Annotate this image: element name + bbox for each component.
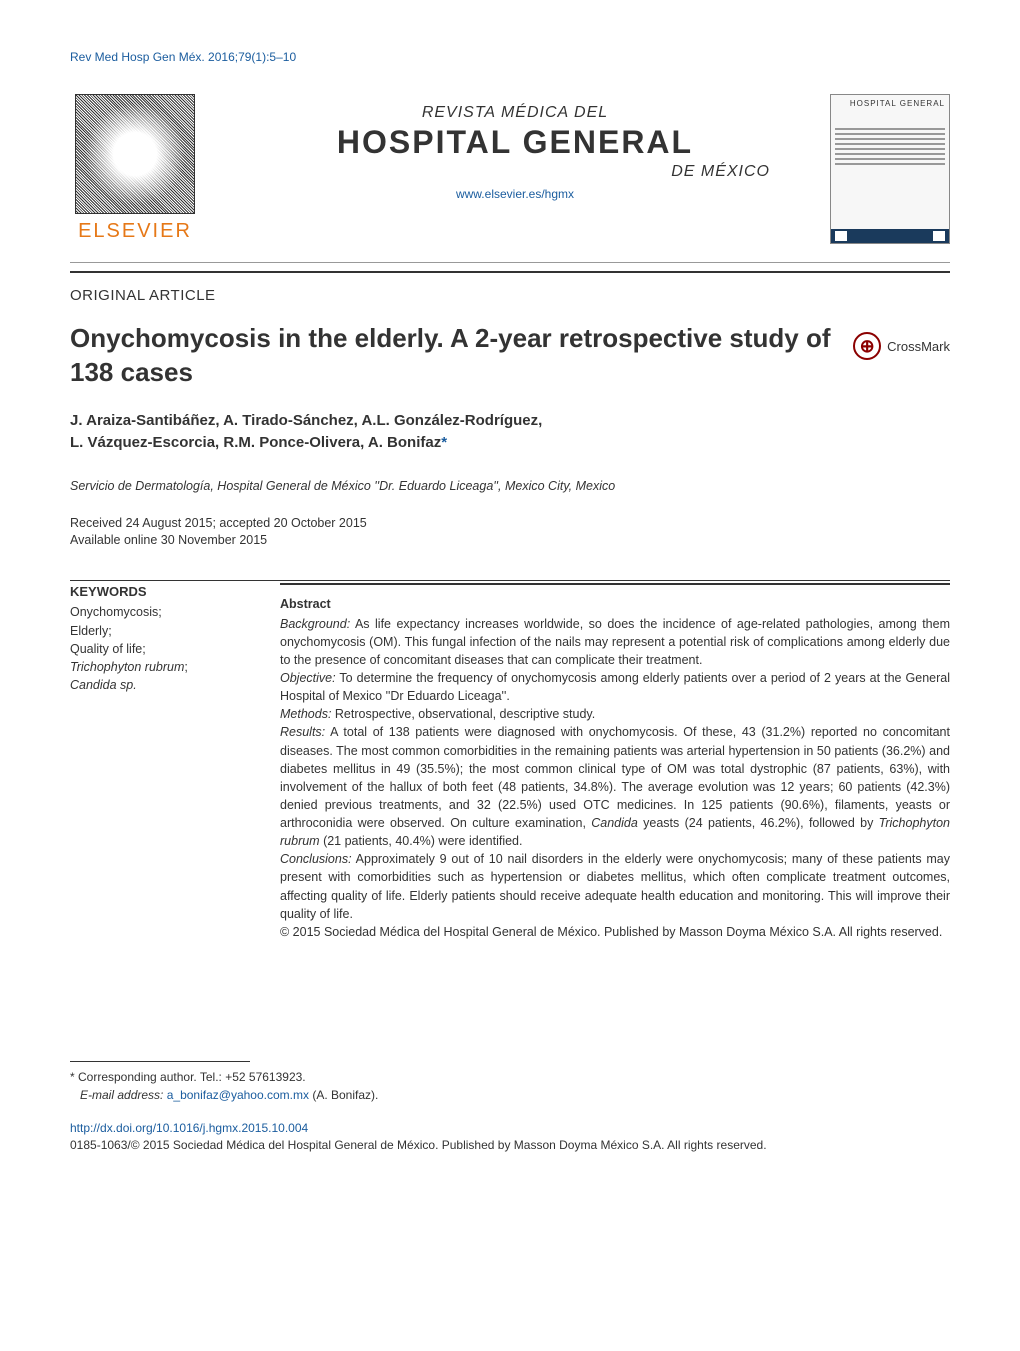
citation-header: Rev Med Hosp Gen Méx. 2016;79(1):5–10 <box>70 50 950 64</box>
authors: J. Araiza-Santibáñez, A. Tirado-Sánchez,… <box>70 410 950 455</box>
received-date: Received 24 August 2015; accepted 20 Oct… <box>70 515 950 533</box>
article-dates: Received 24 August 2015; accepted 20 Oct… <box>70 515 950 550</box>
elsevier-tree-icon <box>75 94 195 214</box>
crossmark-badge[interactable]: ⊕ CrossMark <box>853 322 950 360</box>
title-row: Onychomycosis in the elderly. A 2-year r… <box>70 322 950 390</box>
doi-block: http://dx.doi.org/10.1016/j.hgmx.2015.10… <box>70 1120 950 1154</box>
abstract-background: Background: As life expectancy increases… <box>280 615 950 669</box>
abstract-column: Abstract Background: As life expectancy … <box>280 583 950 941</box>
abstract-objective: Objective: To determine the frequency of… <box>280 669 950 705</box>
authors-line1: J. Araiza-Santibáñez, A. Tirado-Sánchez,… <box>70 412 542 429</box>
corresponding-asterisk: * <box>441 434 447 451</box>
journal-url[interactable]: www.elsevier.es/hgmx <box>220 187 810 201</box>
affiliation: Servicio de Dermatología, Hospital Gener… <box>70 479 950 493</box>
keyword: Candida sp. <box>70 676 250 694</box>
crossmark-icon: ⊕ <box>853 332 881 360</box>
footer-separator <box>70 1061 250 1062</box>
abstract-methods: Methods: Retrospective, observational, d… <box>280 705 950 723</box>
section-divider <box>70 271 950 273</box>
journal-underline: DE MÉXICO <box>220 163 810 181</box>
authors-line2: L. Vázquez-Escorcia, R.M. Ponce-Olivera,… <box>70 434 441 451</box>
masthead: ELSEVIER REVISTA MÉDICA DEL HOSPITAL GEN… <box>70 94 950 263</box>
article-type: ORIGINAL ARTICLE <box>70 287 950 304</box>
keyword: Trichophyton rubrum; <box>70 658 250 676</box>
abstract-heading: Abstract <box>280 595 950 613</box>
keyword: Onychomycosis; <box>70 603 250 621</box>
abstract-block: KEYWORDS Onychomycosis; Elderly; Quality… <box>70 580 950 941</box>
keyword: Elderly; <box>70 622 250 640</box>
doi-link[interactable]: http://dx.doi.org/10.1016/j.hgmx.2015.10… <box>70 1120 950 1137</box>
journal-overline: REVISTA MÉDICA DEL <box>220 104 810 122</box>
journal-title-block: REVISTA MÉDICA DEL HOSPITAL GENERAL DE M… <box>220 94 810 201</box>
keywords-column: KEYWORDS Onychomycosis; Elderly; Quality… <box>70 583 250 941</box>
corresponding-author: * Corresponding author. Tel.: +52 576139… <box>70 1068 950 1104</box>
abstract-conclusions: Conclusions: Approximately 9 out of 10 n… <box>280 850 950 923</box>
abstract-results: Results: A total of 138 patients were di… <box>280 723 950 850</box>
keyword: Quality of life; <box>70 640 250 658</box>
journal-title: HOSPITAL GENERAL <box>220 124 810 161</box>
abstract-copyright: © 2015 Sociedad Médica del Hospital Gene… <box>280 923 950 941</box>
cover-thumb-title: HOSPITAL GENERAL <box>835 99 945 108</box>
corresponding-tel: * Corresponding author. Tel.: +52 576139… <box>70 1068 950 1086</box>
article-title: Onychomycosis in the elderly. A 2-year r… <box>70 322 833 390</box>
email-link[interactable]: a_bonifaz@yahoo.com.mx <box>167 1088 309 1102</box>
issn-copyright: 0185-1063/© 2015 Sociedad Médica del Hos… <box>70 1137 950 1154</box>
publisher-name: ELSEVIER <box>78 220 192 243</box>
journal-cover-thumbnail: HOSPITAL GENERAL <box>830 94 950 244</box>
crossmark-label: CrossMark <box>887 339 950 354</box>
available-date: Available online 30 November 2015 <box>70 532 950 550</box>
corresponding-email-row: E-mail address: a_bonifaz@yahoo.com.mx (… <box>70 1086 950 1104</box>
publisher-logo: ELSEVIER <box>70 94 200 243</box>
keywords-heading: KEYWORDS <box>70 583 250 602</box>
